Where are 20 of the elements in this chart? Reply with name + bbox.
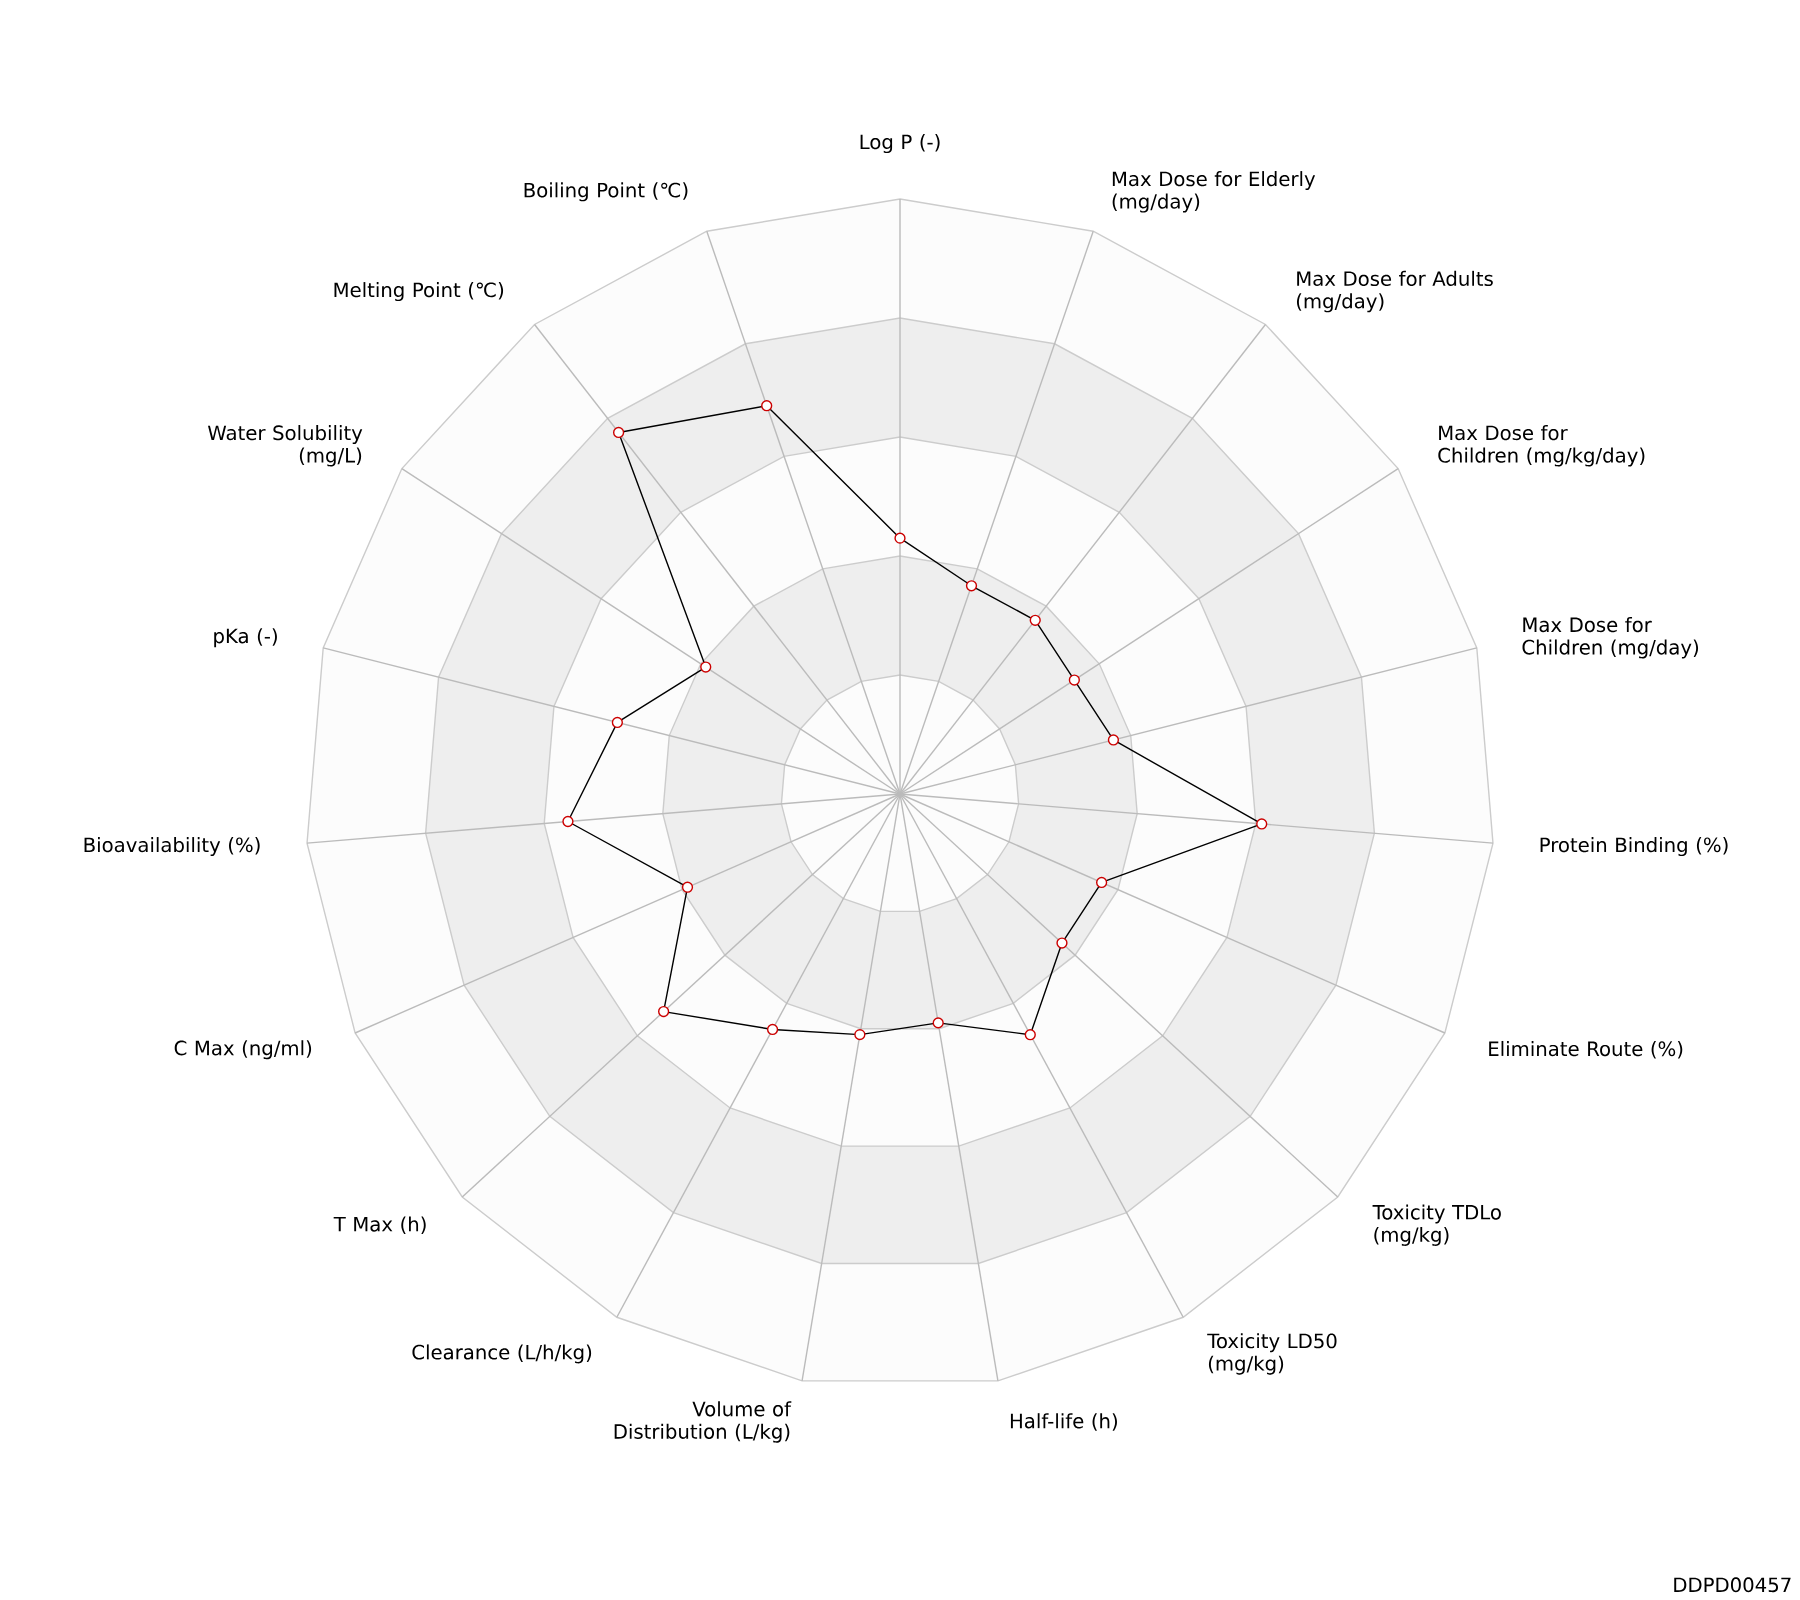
spoke-label: Max Dose for Children (mg/day) [1522,616,1699,659]
spoke-label: Eliminate Route (%) [1489,1040,1683,1059]
spoke-label: Half-life (h) [1010,1413,1117,1431]
text: DDPD00457 [1674,1577,1791,1593]
spoke-label: Toxicity TDLo (mg/kg) [1372,1204,1501,1246]
spoke-label: Volume of Distribution (L/kg) [614,1401,792,1443]
spoke-label: Log P (-) [860,134,940,154]
spoke-label: Max Dose for Children (mg/kg/day) [1438,425,1645,467]
spoke-label: Max Dose for Adults (mg/day) [1296,270,1493,313]
spoke-label: C Max (ng/ml) [174,1040,312,1060]
spoke-label: Protein Binding (%) [1540,837,1728,857]
spoke-label: Boiling Point (℃) [524,182,688,202]
spoke-label: T Max (h) [333,1216,426,1234]
spoke-label: Max Dose for Elderly (mg/day) [1112,171,1316,213]
spoke-label: Water Solubility (mg/L) [207,425,363,467]
spoke-label: Clearance (L/h/kg) [412,1344,592,1364]
spoke-label: Melting Point (℃) [334,282,504,302]
spoke-label: pKa (-) [214,628,277,648]
spoke-label: Bioavailability (%) [84,837,260,857]
spoke-label: Toxicity LD50 (mg/kg) [1207,1333,1337,1375]
